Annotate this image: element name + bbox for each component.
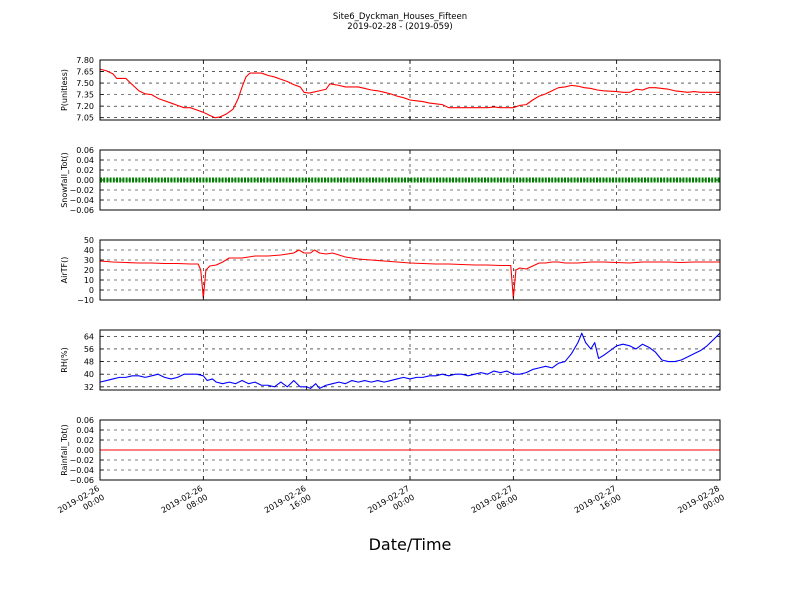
y-tick-label: 0.06: [76, 416, 94, 425]
x-tick-label: 2019-02-2800:00: [676, 484, 726, 524]
y-tick-label: −0.04: [69, 196, 94, 205]
x-axis-label: Date/Time: [369, 535, 452, 554]
y-tick-label: 30: [84, 256, 94, 265]
y-tick-label: 48: [84, 358, 94, 367]
panel-1: 7.80 7.65 7.50 7.35 7.20 7.05 P(unitless): [60, 56, 721, 123]
y-tick-label: 40: [84, 246, 94, 255]
y-tick-label: −10: [77, 296, 94, 305]
series-line: [99, 249, 720, 299]
y-tick-label: 32: [84, 383, 94, 392]
panels-group: 7.807.657.507.357.207.05P(unitless)0.060…: [60, 56, 721, 485]
y-tick-label: 0.04: [76, 156, 94, 165]
y-tick-label: 7.50: [76, 79, 94, 88]
series-line: [99, 332, 721, 389]
y-tick-label: 56: [84, 345, 94, 354]
y-tick-label: 7.20: [76, 102, 94, 111]
panel-2: 0.060.040.020.00−0.02−0.04−0.06Snowfall_…: [60, 146, 721, 215]
y-tick-label: 7.65: [76, 68, 94, 77]
x-axis: 2019-02-2600:00 2019-02-2608:00 2019-02-26…: [56, 484, 726, 524]
y-axis-label: P(unitless): [60, 69, 69, 111]
y-tick-label: 7.80: [76, 56, 94, 65]
x-tick-label: 2019-02-2616:00: [263, 484, 313, 524]
y-tick-label: −0.06: [69, 206, 94, 215]
y-axis-label: AirTF(): [60, 257, 69, 284]
panel-4: 64 56 48 40 32 RH(%): [60, 329, 721, 392]
y-tick-label: 0: [89, 286, 94, 295]
y-tick-label: 50: [84, 236, 94, 245]
chart-title: Site6_Dyckman_Houses_Fifteen: [333, 12, 467, 22]
y-axis-label: Rainfall_Tot(): [60, 424, 69, 476]
y-axis-label: Snowfall_Tot(): [60, 152, 69, 208]
series-line: [99, 68, 720, 119]
x-tick-label: 2019-02-2700:00: [366, 484, 416, 524]
y-tick-label: 0.04: [76, 426, 94, 435]
y-tick-label: 0.02: [76, 166, 94, 175]
chart-subtitle: 2019-02-28 - (2019-059): [347, 22, 452, 32]
y-axis-label: RH(%): [60, 347, 69, 372]
x-tick-label: 2019-02-2716:00: [573, 484, 623, 524]
y-tick-label: 0.00: [76, 446, 94, 455]
y-tick-label: 20: [84, 266, 94, 275]
y-tick-label: 64: [84, 332, 94, 341]
y-tick-label: 7.05: [76, 114, 94, 123]
y-tick-label: −0.06: [69, 476, 94, 485]
x-tick-label: 2019-02-2608:00: [160, 484, 210, 524]
y-tick-label: −0.04: [69, 466, 94, 475]
y-tick-label: 0.00: [76, 176, 94, 185]
y-tick-label: 7.35: [76, 91, 94, 100]
y-tick-label: −0.02: [69, 186, 94, 195]
x-tick-label: 2019-02-2600:00: [56, 484, 106, 524]
panel-5: 0.060.040.020.00−0.02−0.04−0.06Rainfall_…: [60, 416, 721, 485]
y-tick-label: 0.02: [76, 436, 94, 445]
y-tick-label: 0.06: [76, 146, 94, 155]
y-tick-label: −0.02: [69, 456, 94, 465]
x-tick-label: 2019-02-2708:00: [470, 484, 520, 524]
y-tick-label: 10: [84, 276, 94, 285]
y-tick-label: 40: [84, 370, 94, 379]
